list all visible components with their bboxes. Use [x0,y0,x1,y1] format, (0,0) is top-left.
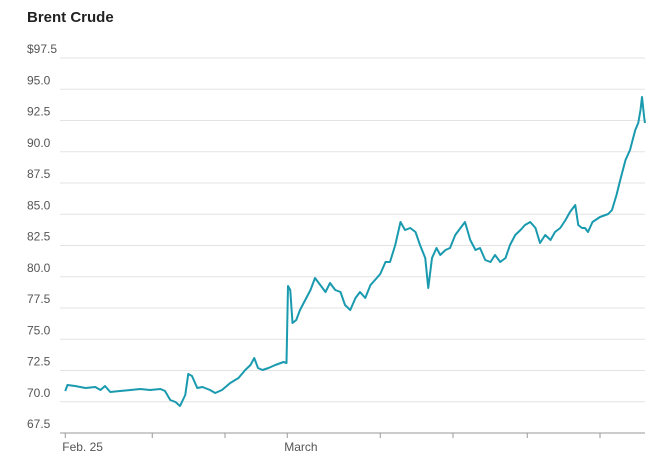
y-tick-label: 90.0 [27,136,51,150]
x-tick-label: March [284,440,317,454]
y-tick-label: 80.0 [27,261,51,275]
y-tick-label: 77.5 [27,292,51,306]
y-tick-label: 75.0 [27,323,51,337]
price-line [64,96,646,407]
y-tick-label: 82.5 [27,230,51,244]
y-tick-label: 72.5 [27,355,51,369]
chart-title: Brent Crude [27,9,114,26]
y-tick-label: $97.5 [27,42,57,56]
y-tick-label: 85.0 [27,198,51,212]
y-tick-label: 67.5 [27,417,51,431]
y-tick-label: 92.5 [27,105,51,119]
y-tick-label: 95.0 [27,73,51,87]
y-tick-label: 70.0 [27,386,51,400]
x-tick-label: Feb. 25 [62,440,103,454]
y-tick-label: 87.5 [27,167,51,181]
